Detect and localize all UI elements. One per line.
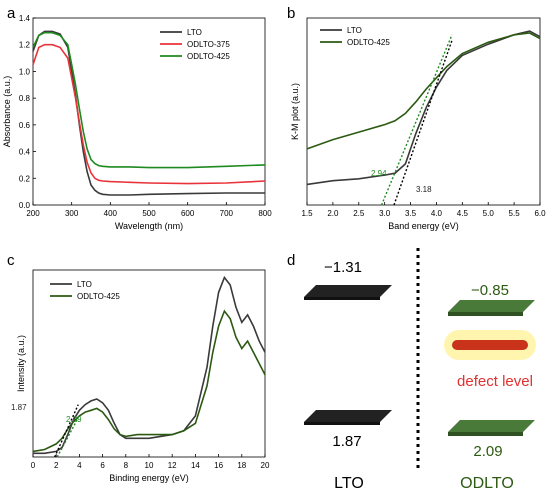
series-line-a-0: [32, 30, 265, 196]
fit-line-c-0: [54, 404, 79, 458]
x-tick-label-a: 800: [258, 209, 272, 218]
y-tick-label-a: 1.4: [19, 14, 31, 23]
odlto-vb-block-side: [448, 432, 523, 436]
lto-cb-block-top: [304, 285, 392, 297]
x-tick-label-c: 6: [100, 461, 105, 470]
x-tick-label-c: 20: [261, 461, 270, 470]
odlto-vb-block-top: [448, 420, 535, 432]
x-tick-label-b: 4.5: [457, 209, 469, 218]
fit-line-b-0: [393, 40, 453, 206]
x-tick-label-c: 12: [168, 461, 177, 470]
panel-label-b: b: [287, 5, 295, 22]
x-tick-label-a: 700: [220, 209, 234, 218]
odlto-vb-value: 2.09: [473, 443, 502, 460]
series-line-a-1: [32, 43, 266, 185]
series-line-b-1: [306, 32, 541, 150]
fit-line-c-1: [56, 417, 79, 458]
x-tick-label-c: 4: [77, 461, 82, 470]
fit-line-b-1: [380, 34, 453, 206]
legend-label-b-0: LTO: [347, 26, 362, 35]
x-tick-label-c: 16: [214, 461, 223, 470]
x-tick-label-a: 400: [104, 209, 118, 218]
plot-frame-b: [306, 17, 541, 206]
y-tick-label-a: 1.2: [19, 41, 31, 50]
fit-label-b-1: 2.94: [371, 169, 387, 178]
lto-cb-block-side: [304, 297, 380, 300]
lto-vb-block-top: [304, 410, 392, 422]
defect-level-bar: [452, 340, 528, 350]
x-tick-label-a: 500: [142, 209, 156, 218]
y-tick-label-a: 0.6: [19, 121, 31, 130]
y-axis-label-b: K-M plot (a.u.): [290, 83, 300, 140]
legend-label-a-1: ODLTO-375: [187, 40, 230, 49]
panel-label-a: a: [7, 5, 16, 22]
x-tick-label-c: 8: [124, 461, 129, 470]
lto-vb-block-side: [304, 422, 380, 425]
x-tick-label-b: 5.0: [483, 209, 495, 218]
x-tick-label-b: 2.5: [353, 209, 365, 218]
x-tick-label-a: 300: [65, 209, 79, 218]
x-tick-label-c: 18: [237, 461, 246, 470]
lto-cb-value: −1.31: [324, 259, 362, 276]
fit-label-c-1: 2.09: [66, 415, 82, 424]
lto-vb-value: 1.87: [332, 433, 361, 450]
x-tick-label-a: 600: [181, 209, 195, 218]
series-line-a-2: [32, 31, 266, 169]
x-tick-label-b: 2.0: [327, 209, 339, 218]
legend-label-a-0: LTO: [187, 28, 202, 37]
series-line-b-0: [306, 30, 541, 186]
x-tick-label-b: 3.0: [379, 209, 391, 218]
y-tick-label-a: 0.4: [19, 148, 31, 157]
x-axis-label-c: Binding energy (eV): [109, 473, 189, 483]
panel-b-chart: 1.5 2.0 2.5 3.0 3.5 4.0 4.5 5.0 5.5 6.0 Band energ…: [290, 17, 546, 231]
y-axis-label-a: Absorbance (a.u.): [2, 76, 12, 148]
legend-label-a-2: ODLTO-425: [187, 52, 230, 61]
panel-c-chart: 0 2 4 6 8 10 12 14 16 18 20 Binding energy (eV) Inte…: [11, 269, 270, 483]
legend-label-c-1: ODLTO-425: [77, 292, 120, 301]
y-tick-label-a: 1.0: [19, 67, 31, 76]
y-tick-label-a: 0.2: [19, 174, 31, 183]
x-tick-label-c: 2: [54, 461, 59, 470]
y-tick-label-a: 0.8: [19, 94, 31, 103]
series-line-c-1: [32, 309, 266, 453]
x-tick-label-c: 10: [145, 461, 154, 470]
panel-d-diagram: −1.31 1.87 LTO −0.85 defect level 2.09 O…: [304, 248, 536, 492]
odlto-cb-block-top: [448, 300, 535, 312]
x-tick-label-b: 6.0: [534, 209, 546, 218]
y-tick-label-a: 0.0: [19, 201, 31, 210]
panel-label-c: c: [7, 252, 15, 269]
fit-label-c-0: 1.87: [11, 403, 27, 412]
odlto-cb-block-side: [448, 312, 523, 316]
panel-a-chart: 200 300 400 500 600 700 800 0.0 0.2 0.4 0.6 0.8 1.0 1…: [2, 14, 272, 231]
x-tick-label-b: 1.5: [301, 209, 313, 218]
x-tick-label-c: 14: [191, 461, 200, 470]
x-tick-label-c: 0: [31, 461, 36, 470]
odlto-column-label: ODLTO: [460, 475, 514, 492]
x-axis-label-b: Band energy (eV): [388, 221, 459, 231]
legend-label-b-1: ODLTO-425: [347, 38, 390, 47]
fit-label-b-0: 3.18: [416, 185, 432, 194]
legend-label-c-0: LTO: [77, 280, 92, 289]
lto-column-label: LTO: [334, 475, 364, 492]
x-axis-label-a: Wavelength (nm): [115, 221, 183, 231]
x-tick-label-a: 200: [26, 209, 40, 218]
defect-level-label: defect level: [457, 373, 533, 390]
series-line-c-0: [33, 275, 266, 455]
y-axis-label-c: Intensity (a.u.): [16, 335, 26, 392]
odlto-cb-value: −0.85: [471, 282, 509, 299]
x-tick-label-b: 4.0: [431, 209, 443, 218]
panel-label-d: d: [287, 252, 295, 269]
x-tick-label-b: 3.5: [405, 209, 417, 218]
x-tick-label-b: 5.5: [509, 209, 521, 218]
